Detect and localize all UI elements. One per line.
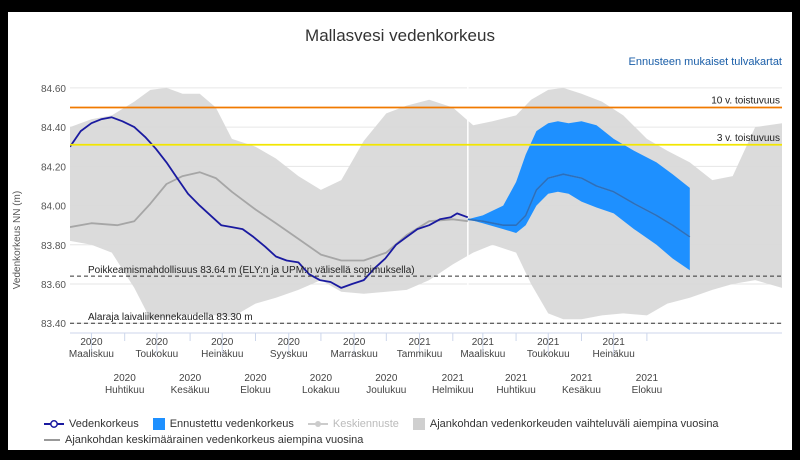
x-tick-year-4: 2020 — [211, 337, 234, 348]
legend-median-label: Keskiennuste — [332, 418, 399, 430]
legend-mean-icon — [44, 439, 60, 441]
y-axis: 83.40 83.60 83.80 84.00 84.20 84.40 84.60 — [41, 84, 66, 330]
x-tick-year-12: 2021 — [472, 337, 495, 348]
x-tick-year-2: 2020 — [146, 337, 169, 348]
y-tick-label-5: 84.40 — [41, 123, 66, 134]
x-tick-year-11: 2021 — [442, 373, 465, 384]
chart-container: Mallasvesi vedenkorkeus Ennusteen mukais… — [8, 12, 792, 450]
legend-forecast-label: Ennustettu vedenkorkeus — [169, 418, 294, 430]
legend-item-mean[interactable]: Ajankohdan keskimäärainen vedenkorkeus a… — [44, 434, 363, 446]
bands-layer — [70, 87, 782, 320]
reference-lines-layer: 10 v. toistuvuus 3 v. toistuvuus Poikkeami… — [70, 96, 782, 324]
lines-layer — [70, 84, 691, 333]
flood-maps-link[interactable]: Ennusteen mukaiset tulvakartat — [628, 56, 782, 68]
x-tick-month-6: Syyskuu — [270, 349, 308, 360]
x-tick-year-16: 2021 — [603, 337, 626, 348]
forecast-band-area — [467, 121, 690, 271]
x-tick-year-8: 2020 — [343, 337, 366, 348]
legend-mean-label: Ajankohdan keskimäärainen vedenkorkeus a… — [65, 434, 364, 446]
x-tick-month-12: Maaliskuu — [460, 349, 505, 360]
x-tick-year-15: 2021 — [570, 373, 593, 384]
legend-median-icon — [307, 421, 328, 427]
x-tick-month-7: Lokakuu — [302, 385, 340, 396]
forecast-mean-line — [467, 173, 691, 238]
legend-item-median[interactable]: Keskiennuste — [307, 418, 399, 430]
x-tick-month-15: Kesäkuu — [562, 385, 601, 396]
x-tick-month-13: Huhtikuu — [496, 385, 535, 396]
y-tick-label-2: 83.80 — [41, 241, 66, 252]
legend-item-observed[interactable]: Vedenkorkeus — [44, 418, 139, 430]
legend: Vedenkorkeus Ennustettu vedenkorkeus Kes… — [44, 416, 784, 448]
x-tick-month-17: Elokuu — [632, 385, 663, 396]
x-tick-month-16: Heinäkuu — [593, 349, 635, 360]
chart-title: Mallasvesi vedenkorkeus — [305, 26, 495, 45]
x-axis: 2020Maaliskuu2020Huhtikuu2020Toukokuu202… — [69, 332, 782, 396]
x-tick-month-5: Elokuu — [240, 385, 271, 396]
legend-observed-icon — [44, 420, 64, 428]
x-tick-month-9: Joulukuu — [366, 385, 406, 396]
x-tick-year-6: 2020 — [278, 337, 301, 348]
legend-item-forecast[interactable]: Ennustettu vedenkorkeus — [152, 418, 294, 430]
x-tick-year-5: 2020 — [244, 373, 267, 384]
x-tick-month-1: Huhtikuu — [105, 385, 144, 396]
x-tick-year-9: 2020 — [375, 373, 398, 384]
x-tick-year-14: 2021 — [537, 337, 560, 348]
x-tick-year-0: 2020 — [80, 337, 103, 348]
y-tick-label-3: 84.00 — [41, 202, 66, 213]
x-tick-year-3: 2020 — [179, 373, 202, 384]
y-tick-label-1: 83.60 — [41, 280, 66, 291]
x-tick-month-11: Helmikuu — [432, 385, 474, 396]
reference-line-label-2: Poikkeamismahdollisuus 83.64 m (ELY:n ja… — [88, 265, 415, 276]
observed-line — [70, 116, 469, 289]
y-tick-label-4: 84.20 — [41, 162, 66, 173]
y-tick-label-0: 83.40 — [41, 319, 66, 330]
legend-item-range[interactable]: Ajankohdan vedenkorkeuden vaihteluväli a… — [412, 418, 719, 430]
reference-line-label-1: 3 v. toistuvuus — [717, 133, 780, 144]
legend-range-label: Ajankohdan vedenkorkeuden vaihteluväli a… — [429, 418, 719, 430]
legend-range-icon — [412, 418, 425, 430]
x-tick-month-14: Toukokuu — [527, 349, 570, 360]
y-axis-title: Vedenkorkeus NN (m) — [12, 191, 23, 289]
x-tick-month-8: Marraskuu — [331, 349, 378, 360]
x-tick-month-2: Toukokuu — [135, 349, 178, 360]
reference-line-label-3: Alaraja laivaliikennekaudella 83.30 m — [88, 312, 253, 323]
x-tick-year-7: 2020 — [310, 373, 333, 384]
y-tick-label-6: 84.60 — [41, 84, 66, 95]
x-tick-year-1: 2020 — [114, 373, 137, 384]
x-tick-month-10: Tammikuu — [397, 349, 443, 360]
x-tick-year-13: 2021 — [505, 373, 528, 384]
x-tick-month-3: Kesäkuu — [171, 385, 210, 396]
legend-observed-label: Vedenkorkeus — [69, 418, 139, 430]
water-level-chart: 10 v. toistuvuus 3 v. toistuvuus Poikkeami… — [12, 84, 782, 396]
x-tick-month-0: Maaliskuu — [69, 349, 114, 360]
reference-line-label-0: 10 v. toistuvuus — [711, 96, 780, 107]
x-tick-year-10: 2021 — [408, 337, 431, 348]
x-tick-year-17: 2021 — [636, 373, 659, 384]
x-tick-month-4: Heinäkuu — [201, 349, 243, 360]
legend-forecast-icon — [152, 418, 165, 430]
